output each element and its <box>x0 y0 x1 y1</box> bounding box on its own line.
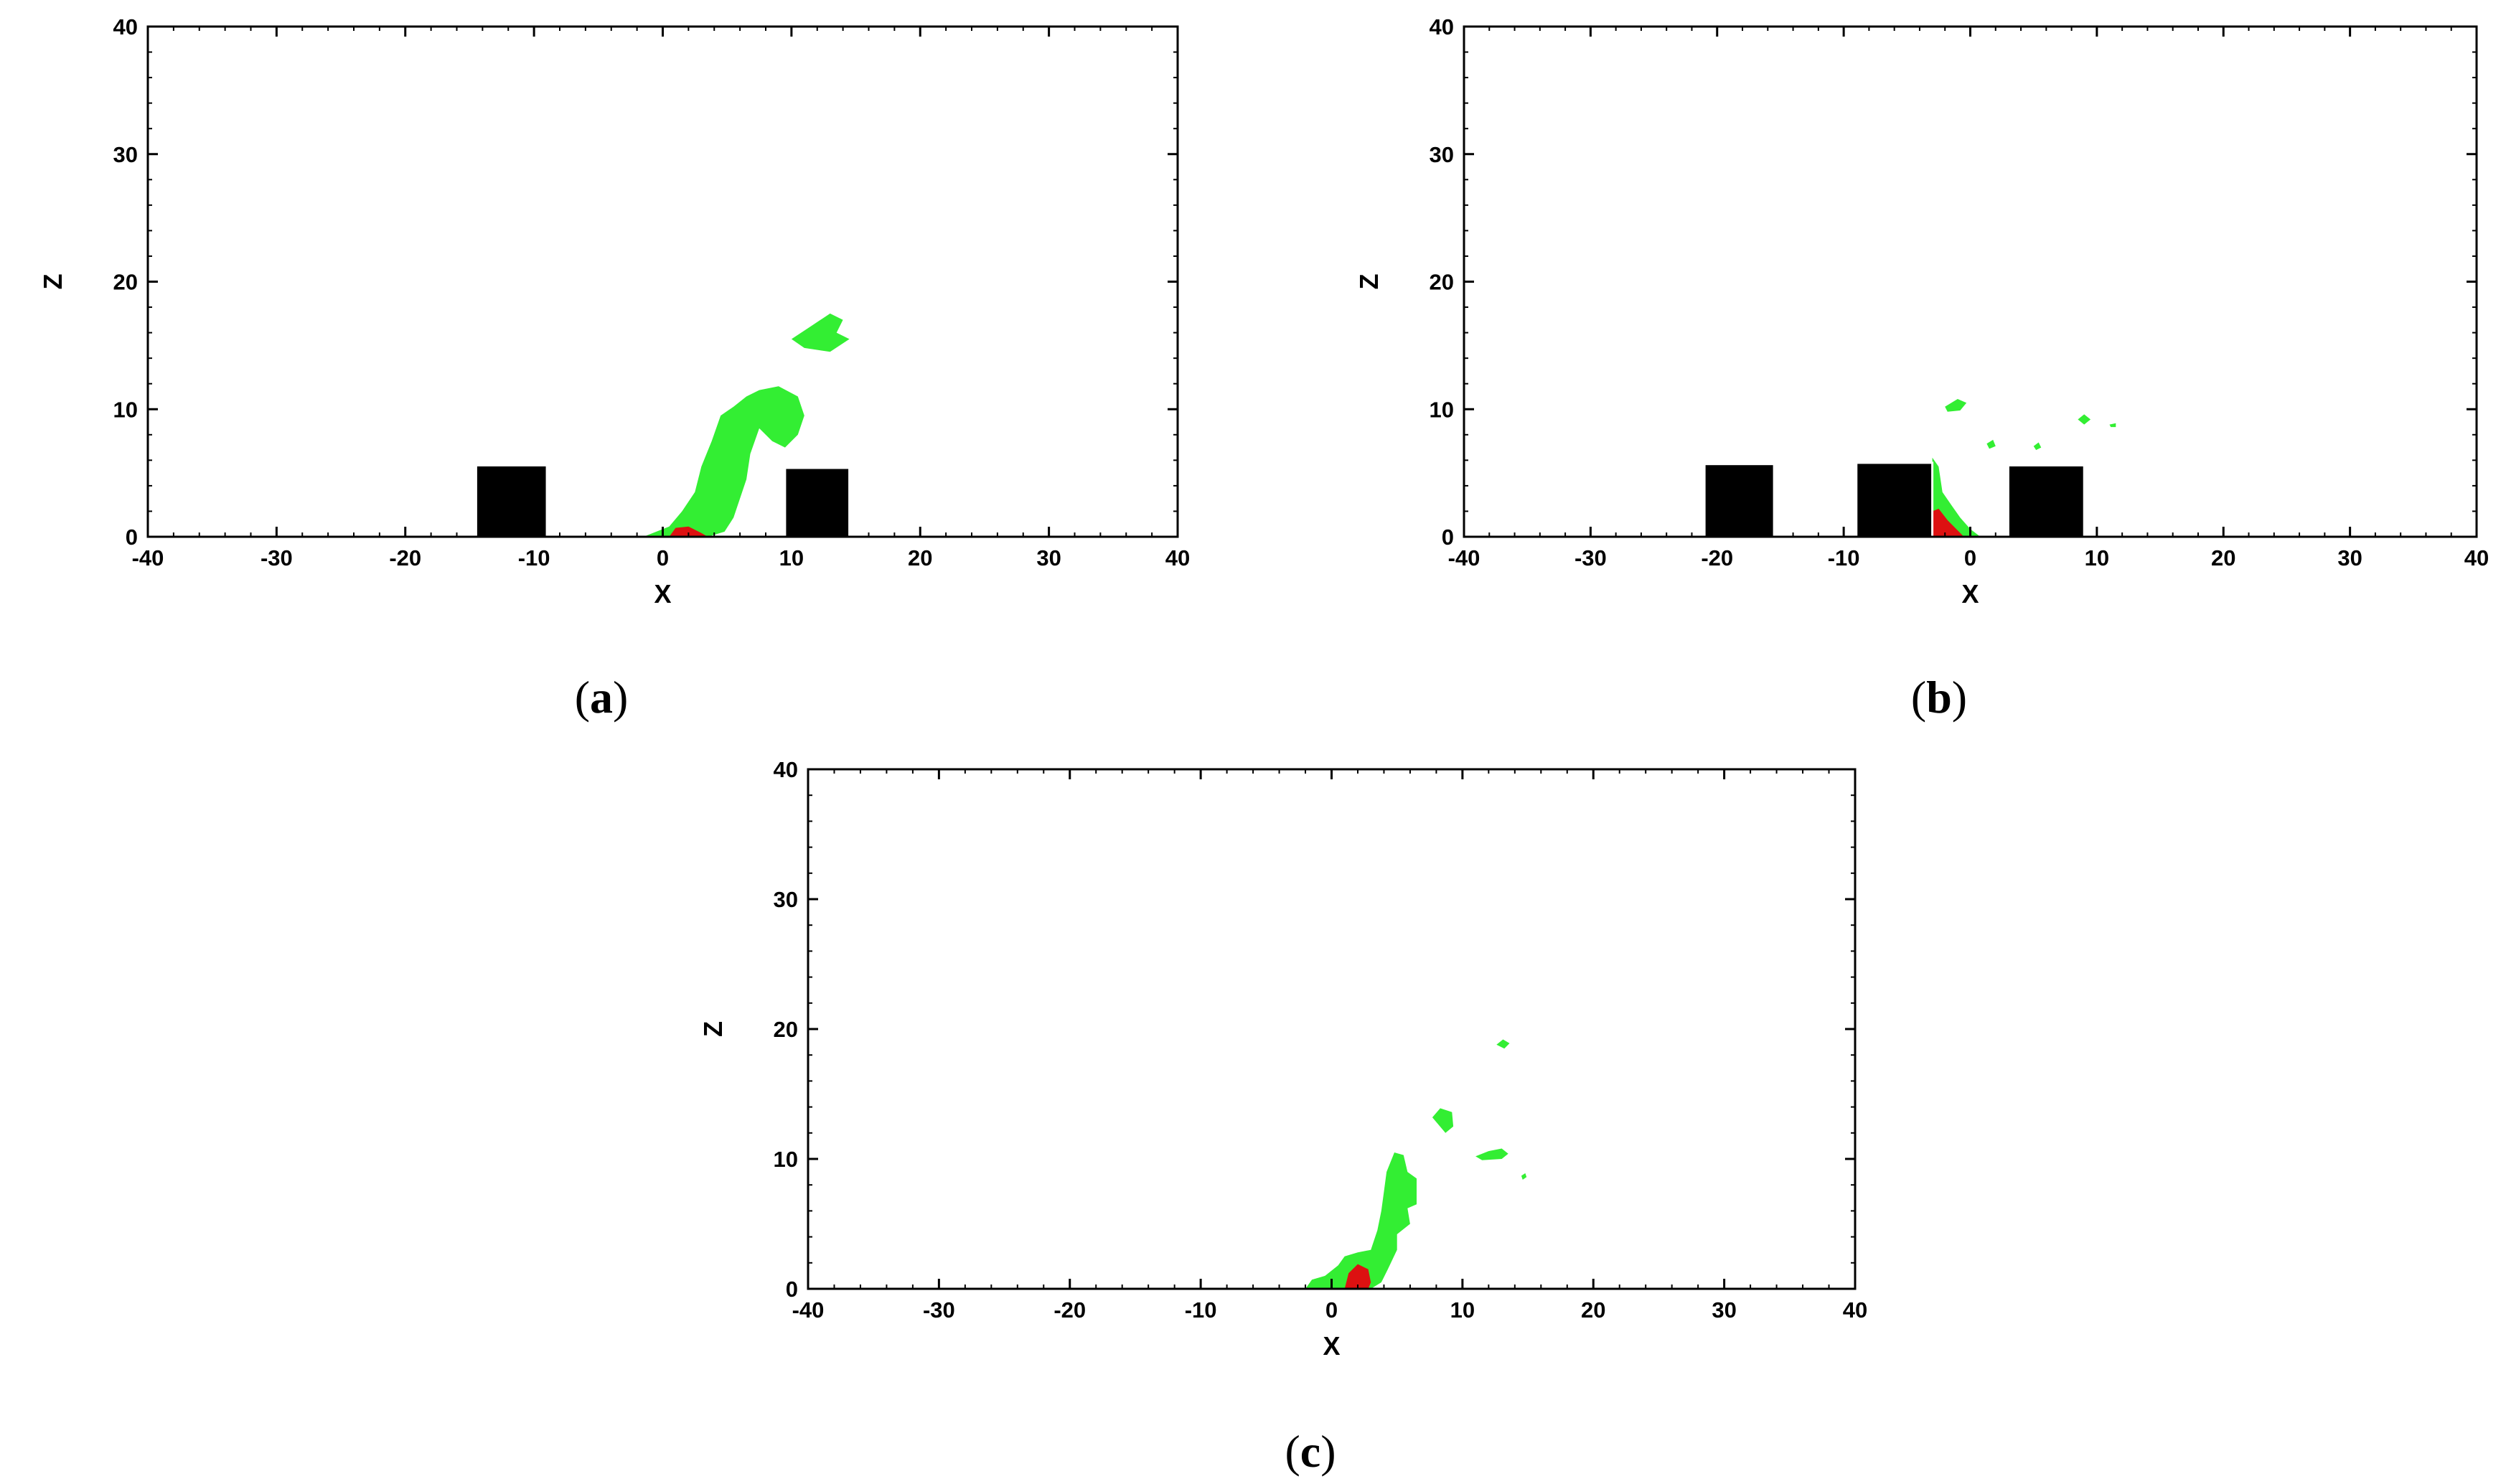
panel-b-ytick-label: 20 <box>1430 270 1454 295</box>
panel-b-plot-frame <box>1463 25 2478 538</box>
panel-b-caption-close: ) <box>1952 672 1967 723</box>
panel-a-xtick-label: -20 <box>389 545 421 570</box>
panel-a-ytick-label: 40 <box>113 14 138 39</box>
panel-b-green-region-2 <box>1986 439 1996 449</box>
panel-b-green-region-1 <box>1945 399 1967 412</box>
panel-b-xtick-label: -10 <box>1828 545 1860 570</box>
panel-a-red-region-2 <box>669 526 708 537</box>
panel-b-obstacle-2 <box>2007 464 2085 538</box>
panel-b-xtick-label: 30 <box>2337 545 2362 570</box>
panel-c-ytick-label: 0 <box>786 1277 798 1302</box>
panel-b-green-region-3 <box>2033 442 2042 451</box>
panel-a-obstacle-0 <box>474 464 548 538</box>
panel-c-green-region-4 <box>1521 1173 1527 1180</box>
panel-a-obstacle-1 <box>784 466 851 538</box>
panel-b-green-region-4 <box>2078 414 2091 425</box>
panel-b-red-region-6 <box>1932 508 1964 537</box>
panel-b-caption-letter: b <box>1926 672 1952 723</box>
panel-a-caption-close: ) <box>613 672 628 723</box>
panel-c-xtick-label: 10 <box>1450 1297 1475 1323</box>
panel-b-xtick-label: -20 <box>1701 545 1733 570</box>
panel-a-caption-open: ( <box>575 672 590 723</box>
panel-a-xtick-label: 30 <box>1036 545 1061 570</box>
panel-b-yaxis-title: Z <box>1354 274 1384 290</box>
panel-c-green-region-2 <box>1475 1148 1508 1160</box>
panel-a-green-region-1 <box>791 313 850 352</box>
panel-c-ytick-label: 30 <box>774 887 798 912</box>
panel-c-xtick-label: 20 <box>1581 1297 1605 1323</box>
panel-a-plot-frame <box>146 25 1179 538</box>
panel-a-ytick-label: 0 <box>126 525 138 550</box>
panel-a-xtick-label: 10 <box>779 545 804 570</box>
panel-b-xaxis-title: X <box>1961 579 1979 609</box>
panel-a-xaxis-title: X <box>654 579 671 609</box>
panel-a-xtick-label: 0 <box>657 545 669 570</box>
panel-c-green-region-0 <box>1305 1152 1417 1289</box>
panel-c-ytick-label: 20 <box>774 1017 798 1042</box>
panel-c-xtick-label: -30 <box>923 1297 955 1323</box>
panel-a-green-region-0 <box>643 386 804 537</box>
panel-c-caption-close: ) <box>1320 1426 1336 1477</box>
panel-c-caption-letter: c <box>1300 1426 1320 1477</box>
panel-a-xtick-label: 40 <box>1165 545 1190 570</box>
panel-a-xtick-label: -30 <box>261 545 293 570</box>
panel-c-xtick-label: 40 <box>1843 1297 1867 1323</box>
panel-c-xtick-label: -40 <box>792 1297 825 1323</box>
panel-b-green-region-5 <box>2109 423 2116 428</box>
panel-a-xtick-label: -40 <box>132 545 164 570</box>
panel-c-green-region-1 <box>1432 1108 1454 1133</box>
panel-a-yaxis-title: Z <box>38 274 67 290</box>
panel-a-xtick-label: 20 <box>908 545 932 570</box>
panel-b-xtick-label: 40 <box>2464 545 2489 570</box>
panel-a-ytick-label: 10 <box>113 397 138 422</box>
panel-b-xtick-label: -30 <box>1575 545 1607 570</box>
panel-b-caption: (b) <box>1911 672 1967 723</box>
panel-b-obstacle-0 <box>1703 463 1775 538</box>
panel-c-xtick-label: -10 <box>1185 1297 1217 1323</box>
panel-a-ytick-label: 20 <box>113 270 138 295</box>
panel-c-ytick-label: 10 <box>774 1147 798 1172</box>
panel-a-ytick-label: 30 <box>113 142 138 167</box>
panel-b-ytick-label: 30 <box>1430 142 1454 167</box>
panel-c-caption-open: ( <box>1285 1426 1300 1477</box>
panel-a-caption-letter: a <box>590 672 613 723</box>
panel-c-ytick-label: 40 <box>774 757 798 782</box>
panel-b-xtick-label: -40 <box>1448 545 1480 570</box>
panel-b-ytick-label: 0 <box>1442 525 1454 550</box>
panel-c-caption: (c) <box>1285 1426 1336 1477</box>
panel-a-caption: (a) <box>575 672 629 723</box>
panel-b-xtick-label: 10 <box>2085 545 2109 570</box>
panel-b: -40 -30 -20 -10 0 10 20 30 40 0 10 20 30 40 X Z (b) <box>1354 14 2489 723</box>
panel-b-ytick-label: 10 <box>1430 397 1454 422</box>
panel-a-xtick-label: -10 <box>518 545 550 570</box>
panel-b-caption-open: ( <box>1911 672 1926 723</box>
panel-b-xtick-label: 0 <box>1964 545 1976 570</box>
panel-c: -40 -30 -20 -10 0 10 20 30 40 0 10 20 30 40 X Z (c) <box>698 757 1867 1477</box>
panel-b-xtick-label: 20 <box>2211 545 2235 570</box>
panel-c-plot-frame <box>807 768 1857 1290</box>
panel-c-red-region-5 <box>1344 1264 1371 1289</box>
panel-a: -40 -30 -20 -10 0 10 20 30 40 0 10 20 30 40 X Z (a) <box>38 14 1190 723</box>
panel-b-ytick-label: 40 <box>1430 14 1454 39</box>
panel-b-obstacle-1 <box>1855 461 1934 538</box>
panel-c-yaxis-title: Z <box>698 1021 728 1037</box>
panel-c-green-region-3 <box>1496 1039 1510 1049</box>
panel-c-xtick-label: 30 <box>1712 1297 1736 1323</box>
panel-c-xaxis-title: X <box>1323 1331 1340 1361</box>
panel-c-xtick-label: 0 <box>1325 1297 1338 1323</box>
panel-c-xtick-label: -20 <box>1053 1297 1086 1323</box>
